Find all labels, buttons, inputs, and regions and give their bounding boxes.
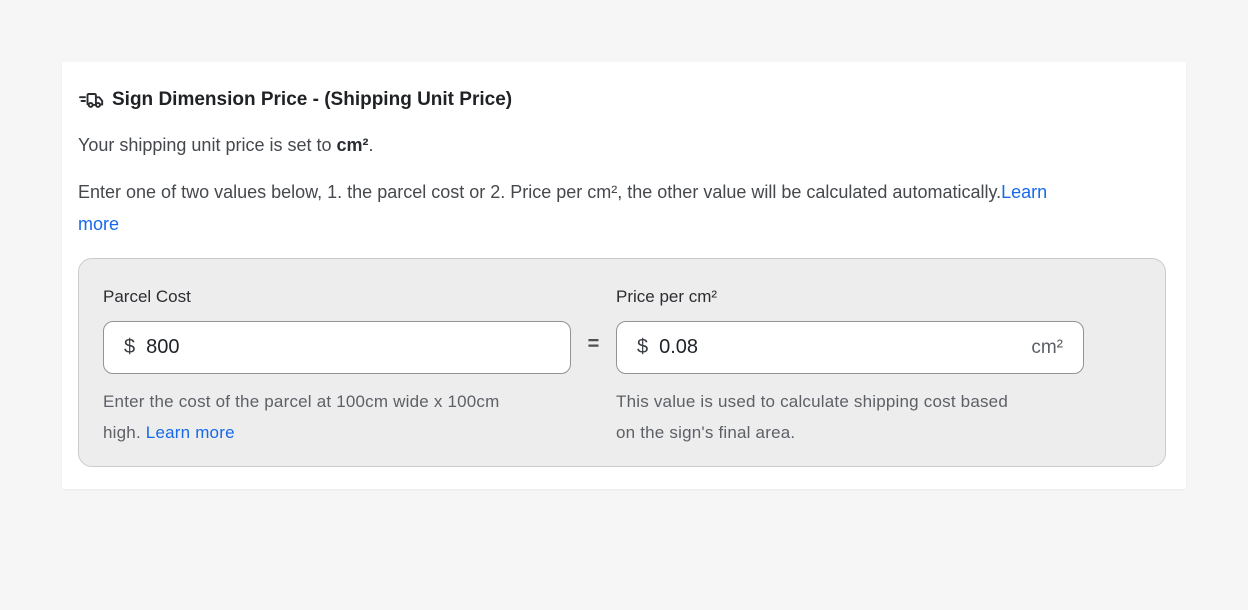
card-title: Sign Dimension Price - (Shipping Unit Pr… — [78, 88, 1166, 112]
instructions-body: Enter one of two values below, 1. the pa… — [78, 182, 1002, 202]
unit-price-summary: Your shipping unit price is set to cm². — [78, 132, 1166, 158]
parcel-cost-learn-more-link[interactable]: Learn more — [145, 423, 235, 442]
unit-price-unit: cm² — [336, 135, 369, 155]
parcel-cost-help-body: Enter the cost of the parcel at 100cm wi… — [103, 392, 500, 442]
price-calculator-panel: Parcel Cost $ Enter the cost of the parc… — [78, 258, 1166, 467]
unit-price-summary-prefix: Your shipping unit price is set to — [78, 135, 337, 155]
parcel-cost-field: $ — [103, 321, 571, 374]
parcel-cost-label: Parcel Cost — [103, 287, 191, 306]
price-per-unit-field: $ cm² — [616, 321, 1084, 374]
unit-suffix: cm² — [1031, 336, 1063, 358]
card-title-text: Sign Dimension Price - (Shipping Unit Pr… — [112, 89, 513, 110]
shipping-unit-price-card: Sign Dimension Price - (Shipping Unit Pr… — [62, 62, 1186, 489]
instructions-text: Enter one of two values below, 1. the pa… — [78, 176, 1068, 240]
price-per-unit-label: Price per cm² — [616, 287, 718, 306]
instructions-learn-more-link[interactable]: Learn more — [78, 182, 1048, 234]
equals-sign: = — [587, 333, 600, 355]
price-per-unit-column: Price per cm² $ cm² This value is used t… — [616, 285, 1084, 448]
currency-prefix: $ — [637, 336, 649, 358]
parcel-cost-help-text: Enter the cost of the parcel at 100cm wi… — [103, 386, 503, 448]
truck-icon — [78, 89, 105, 111]
price-per-unit-input[interactable] — [659, 336, 1021, 359]
unit-price-summary-suffix: . — [368, 135, 374, 155]
page-background: Sign Dimension Price - (Shipping Unit Pr… — [0, 62, 1248, 489]
parcel-cost-input[interactable] — [146, 336, 550, 359]
parcel-cost-column: Parcel Cost $ Enter the cost of the parc… — [103, 285, 571, 448]
currency-prefix: $ — [124, 336, 136, 358]
price-per-unit-help-text: This value is used to calculate shipping… — [616, 392, 1008, 442]
